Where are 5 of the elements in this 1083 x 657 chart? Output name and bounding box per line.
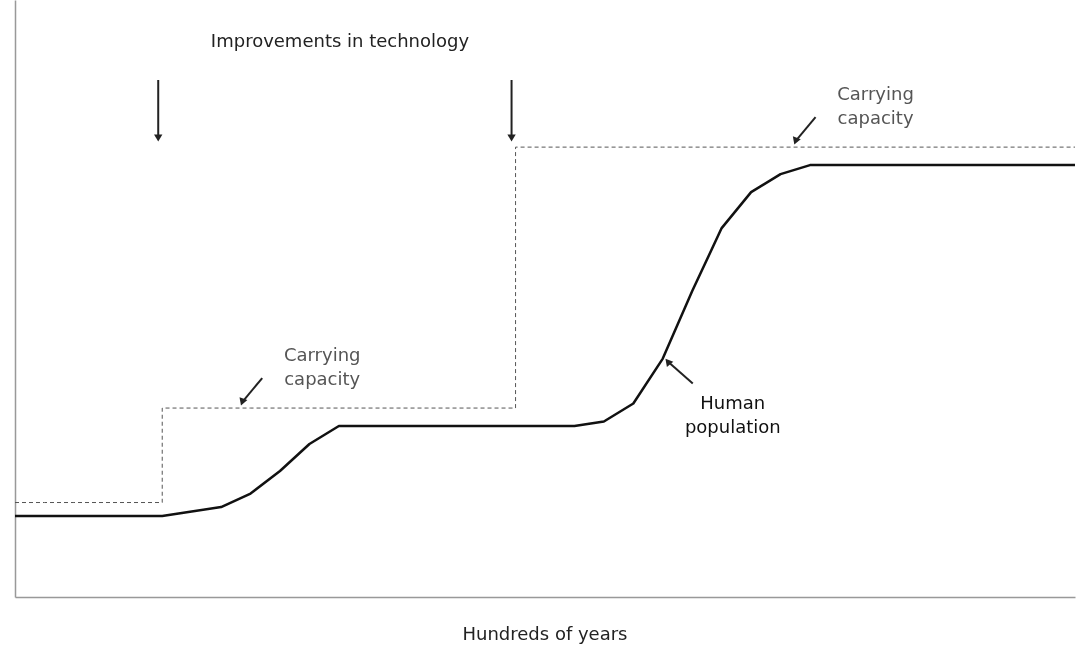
series-label: Carrying capacity [283,344,361,390]
x-axis-title: Hundreds of years [462,623,628,644]
text: Improvements in technology [210,30,470,51]
text: Carrying capacity [837,83,914,129]
text: Human population [684,391,781,437]
